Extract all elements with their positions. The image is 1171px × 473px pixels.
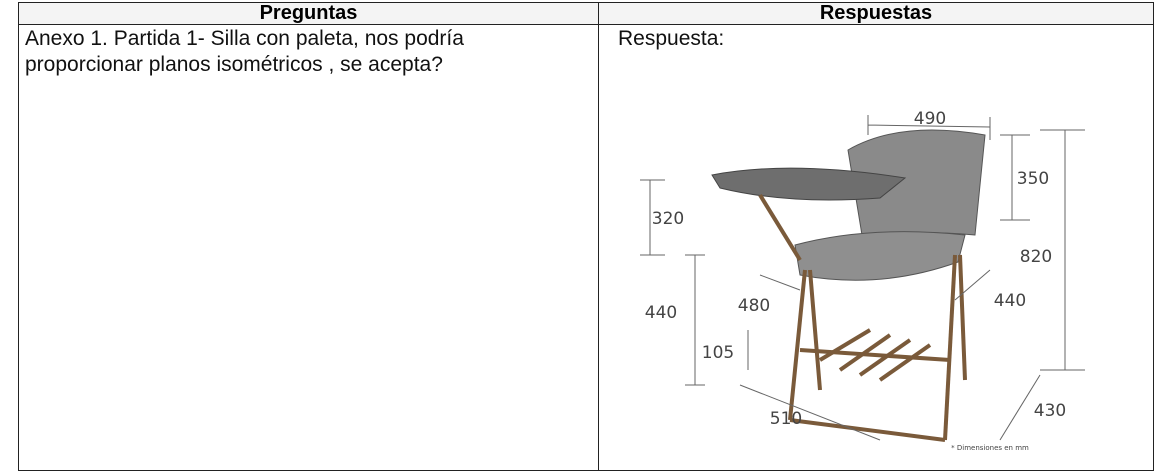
dimension-label: 490 bbox=[914, 109, 946, 129]
dimension-label: 510 bbox=[770, 409, 802, 429]
dimension-label: 105 bbox=[702, 343, 734, 363]
dimension-label: 350 bbox=[1017, 169, 1049, 189]
dimension-label: 820 bbox=[1020, 247, 1052, 267]
answer-text: Respuesta: bbox=[618, 27, 725, 50]
question-text: Anexo 1. Partida 1- Silla con paleta, no… bbox=[25, 27, 464, 76]
figure-note: * Dimensiones en mm bbox=[951, 444, 1029, 452]
dimension-label: 430 bbox=[1034, 401, 1066, 421]
dimension-label: 440 bbox=[994, 291, 1026, 311]
dimension-label: 480 bbox=[738, 296, 770, 316]
dimension-lines bbox=[640, 115, 1085, 441]
header-cell: Respuestas bbox=[598, 2, 1154, 25]
answer-cell: Respuesta: bbox=[598, 24, 1154, 471]
dimension-label: 320 bbox=[652, 209, 684, 229]
question-cell: Anexo 1. Partida 1- Silla con paleta, no… bbox=[18, 24, 599, 471]
dimension-label: 440 bbox=[645, 303, 677, 323]
chair bbox=[711, 129, 986, 442]
